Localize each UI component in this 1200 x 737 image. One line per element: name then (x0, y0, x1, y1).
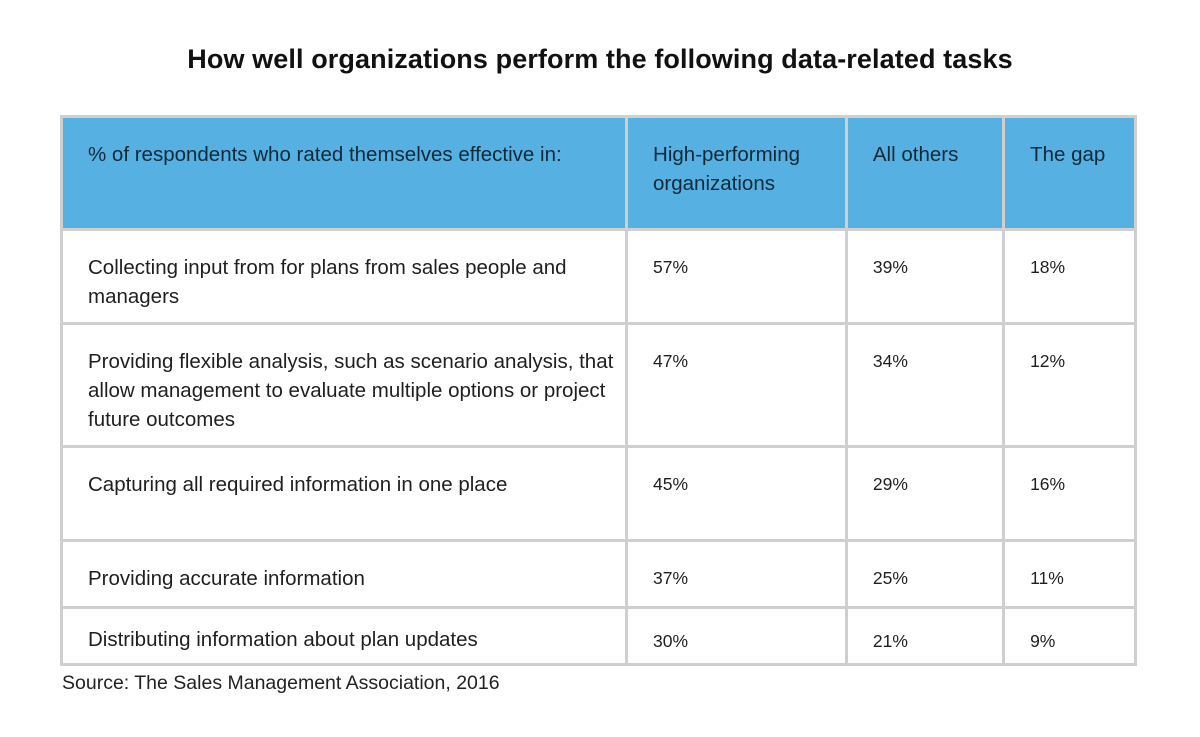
table-row: Distributing information about plan upda… (59, 606, 1137, 666)
column-header-gap: The gap (1002, 115, 1137, 231)
gap-value: 9% (1002, 606, 1137, 666)
table-row: Capturing all required information in on… (59, 445, 1137, 542)
chart-title: How well organizations perform the follo… (187, 44, 1013, 74)
table-row: Providing accurate information 37% 25% 1… (59, 539, 1137, 609)
high-performing-value: 45% (625, 445, 848, 542)
all-others-value: 39% (844, 228, 1006, 325)
gap-value: 12% (1002, 322, 1137, 448)
task-cell: Capturing all required information in on… (59, 445, 629, 542)
table-row: Providing flexible analysis, such as sce… (59, 322, 1137, 448)
column-header-high-performing: High-performing organizations (625, 115, 848, 231)
high-performing-value: 30% (625, 606, 848, 666)
task-cell: Distributing information about plan upda… (59, 606, 629, 666)
all-others-value: 21% (844, 606, 1006, 666)
task-cell: Collecting input from for plans from sal… (59, 228, 629, 325)
high-performing-value: 47% (625, 322, 848, 448)
table-row: Collecting input from for plans from sal… (59, 228, 1137, 325)
all-others-value: 25% (844, 539, 1006, 609)
all-others-value: 29% (844, 445, 1006, 542)
gap-value: 11% (1002, 539, 1137, 609)
high-performing-value: 37% (625, 539, 848, 609)
source-note: Source: The Sales Management Association… (62, 672, 500, 694)
task-cell: Providing flexible analysis, such as sce… (59, 322, 629, 448)
all-others-value: 34% (844, 322, 1006, 448)
column-header-task: % of respondents who rated themselves ef… (59, 115, 629, 231)
gap-value: 18% (1002, 228, 1137, 325)
data-table: % of respondents who rated themselves ef… (59, 115, 1137, 666)
header-row: % of respondents who rated themselves ef… (59, 115, 1137, 231)
column-header-all-others: All others (844, 115, 1006, 231)
gap-value: 16% (1002, 445, 1137, 542)
high-performing-value: 57% (625, 228, 848, 325)
task-cell: Providing accurate information (59, 539, 629, 609)
